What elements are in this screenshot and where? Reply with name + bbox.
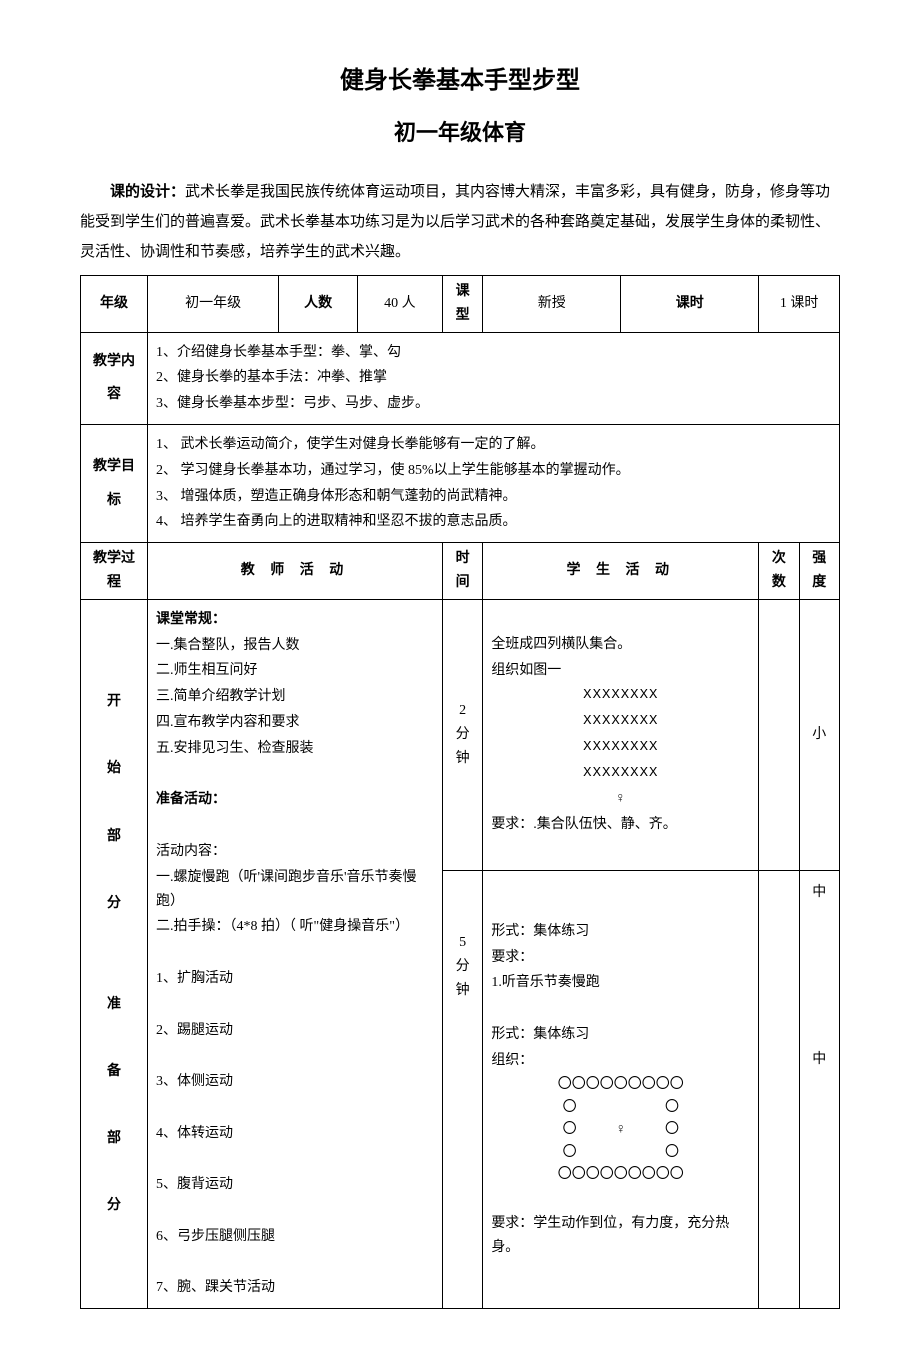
period-value: 1 课时 (759, 276, 840, 333)
time-header: 时间 (442, 543, 482, 600)
intensity-prep: 中 中 (799, 871, 839, 1309)
period-label: 课时 (621, 276, 759, 333)
type-value: 新授 (483, 276, 621, 333)
intro-text: 武术长拳是我国民族传统体育运动项目，其内容博大精深，丰富多彩，具有健身，防身，修… (80, 184, 830, 260)
time-start: 2分钟 (442, 599, 482, 871)
time-prep: 5分钟 (442, 871, 482, 1309)
count-start (759, 599, 799, 871)
teacher-header: 教 师 活 动 (148, 543, 443, 600)
teacher-activity: 课堂常规： 一.集合整队，报告人数 二.师生相互问好 三.简单介绍教学计划 四.… (148, 599, 443, 1309)
content-row: 教学内容 1、介绍健身长拳基本手型：拳、掌、勾 2、健身长拳的基本手法：冲拳、推… (81, 332, 840, 424)
count-header: 次数 (759, 543, 799, 600)
lesson-table: 年级 初一年级 人数 40 人 课型 新授 课时 1 课时 教学内容 1、介绍健… (80, 275, 840, 1309)
intro-label: 课的设计： (110, 184, 185, 200)
phase-label: 开 始 部 分 准 备 部 分 (81, 599, 148, 1309)
main-title: 健身长拳基本手型步型 (80, 60, 840, 95)
intro-paragraph: 课的设计：武术长拳是我国民族传统体育运动项目，其内容博大精深，丰富多彩，具有健身… (80, 177, 840, 267)
process-header-row: 教学过程 教 师 活 动 时间 学 生 活 动 次数 强度 (81, 543, 840, 600)
header-row: 年级 初一年级 人数 40 人 课型 新授 课时 1 课时 (81, 276, 840, 333)
count-prep (759, 871, 799, 1309)
intensity-start: 小 (799, 599, 839, 871)
student-activity-prep: 形式：集体练习 要求： 1.听音乐节奏慢跑 形式：集体练习 组织： 〇〇〇〇〇〇… (483, 871, 759, 1309)
type-label: 课型 (442, 276, 482, 333)
people-label: 人数 (279, 276, 358, 333)
goals-row: 教学目标 1、 武术长拳运动简介，使学生对健身长拳能够有一定的了解。 2、 学习… (81, 424, 840, 542)
student-header: 学 生 活 动 (483, 543, 759, 600)
content-label: 教学内容 (81, 332, 148, 424)
phase-header: 教学过程 (81, 543, 148, 600)
intensity-header: 强度 (799, 543, 839, 600)
goals-label: 教学目标 (81, 424, 148, 542)
circle-formation: 〇〇〇〇〇〇〇〇〇 〇 〇 〇 ♀ 〇 〇 〇 〇〇〇〇〇〇〇〇〇 (491, 1074, 750, 1186)
grade-label: 年级 (81, 276, 148, 333)
content-items: 1、介绍健身长拳基本手型：拳、掌、勾 2、健身长拳的基本手法：冲拳、推掌 3、健… (148, 332, 840, 424)
goals-items: 1、 武术长拳运动简介，使学生对健身长拳能够有一定的了解。 2、 学习健身长拳基… (148, 424, 840, 542)
sub-title: 初一年级体育 (80, 115, 840, 147)
main-activity-row: 开 始 部 分 准 备 部 分 课堂常规： 一.集合整队，报告人数 二.师生相互… (81, 599, 840, 871)
grade-value: 初一年级 (148, 276, 279, 333)
people-value: 40 人 (357, 276, 442, 333)
student-activity-start: 全班成四列横队集合。 组织如图一 XXXXXXXX XXXXXXXX XXXXX… (483, 599, 759, 871)
